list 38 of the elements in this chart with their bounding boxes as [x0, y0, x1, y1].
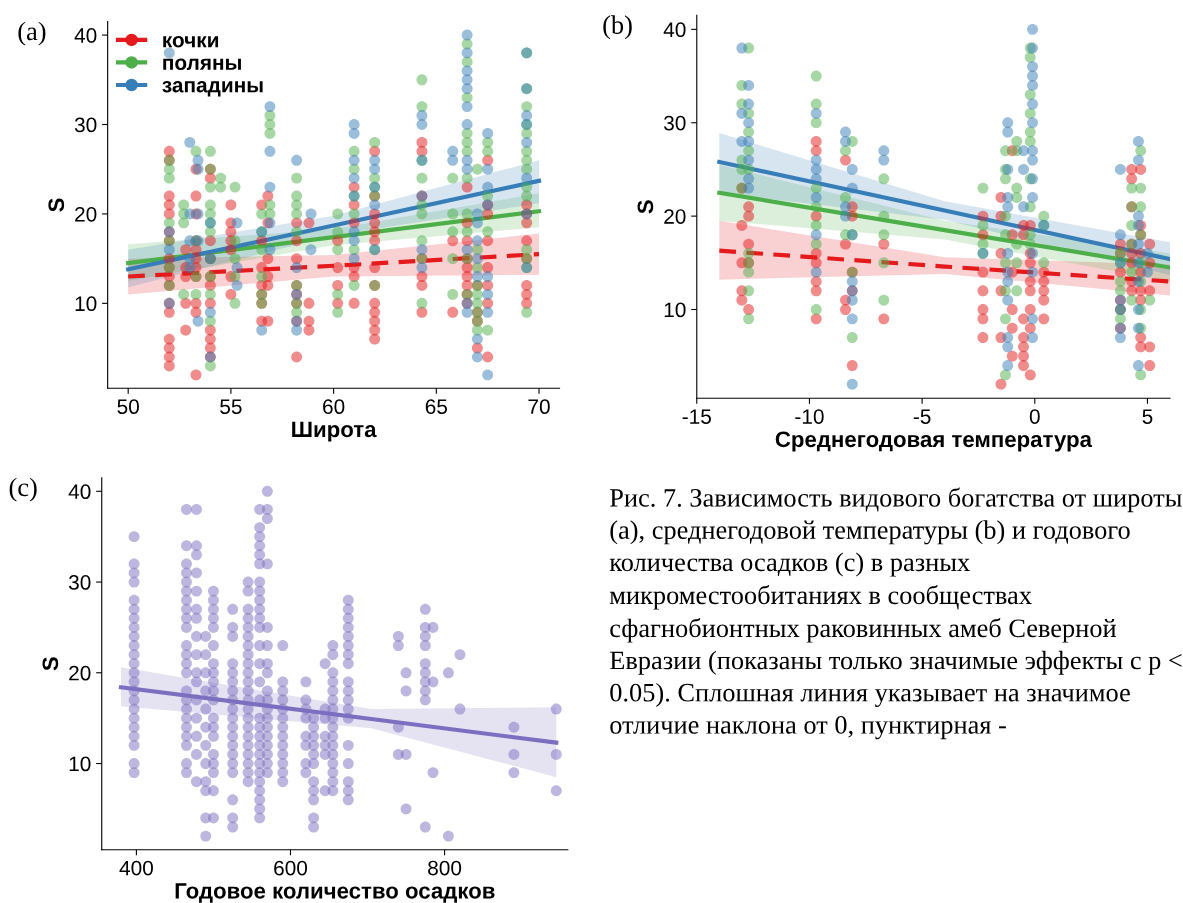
x-tick-label: 600 [274, 860, 308, 876]
y-tick-label: 20 [75, 206, 97, 222]
y-tick-label: 10 [69, 756, 91, 772]
x-tick-label: 55 [220, 399, 242, 415]
y-axis-title: S [637, 200, 654, 214]
x-tick-label: 60 [323, 399, 345, 415]
x-tick-label: 0 [1029, 409, 1040, 424]
x-tick-label: 65 [425, 399, 448, 415]
x-tick-label: 50 [117, 399, 139, 415]
y-tick-label: 20 [664, 209, 686, 224]
y-axis-title: S [48, 198, 65, 212]
y-tick-label: 30 [663, 115, 686, 131]
y-tick-label: 40 [74, 28, 97, 43]
y-tick-label: 40 [663, 22, 686, 38]
text: (c) [9, 477, 37, 502]
x-tick-label: -10 [795, 409, 824, 424]
y-tick-label: 40 [68, 484, 91, 500]
y-tick-label: 10 [664, 302, 686, 318]
y-tick-label: 30 [74, 117, 97, 133]
y-tick-label: 30 [68, 575, 91, 590]
text: Рис. 7. Зависимость видового богатства от широты (a), среднегодовой температуры (b) и годового количества осадков (c) в разных микроместообитаниях в сообществах сфагнобионтных раковинных амеб Северной Евразии (показаны только значимые эффекты с p < 0.05). Сплошная линия указывает на значимое отличие наклона от 0, пунктирная - [609, 487, 1182, 740]
text: (b) [603, 15, 632, 40]
legend-label: кочки [163, 35, 219, 48]
x-axis-title: Годовое количество осадков [175, 883, 495, 903]
y-axis-title: S [42, 657, 59, 671]
y-tick-label: 10 [75, 296, 97, 312]
x-axis-title: Широта [292, 421, 377, 442]
x-axis-title: Среднегодовая температура [775, 431, 1093, 452]
text: (a) [18, 21, 46, 46]
legend-label: поляны [163, 58, 241, 70]
x-tick-label: 5 [1142, 409, 1153, 424]
x-tick-label: 800 [428, 860, 462, 876]
x-tick-label: 70 [528, 399, 550, 415]
x-tick-label: 400 [119, 860, 153, 876]
y-tick-label: 20 [69, 665, 91, 681]
legend-label: западины [162, 81, 263, 97]
x-tick-label: -5 [913, 409, 931, 424]
x-tick-label: -15 [682, 409, 711, 424]
